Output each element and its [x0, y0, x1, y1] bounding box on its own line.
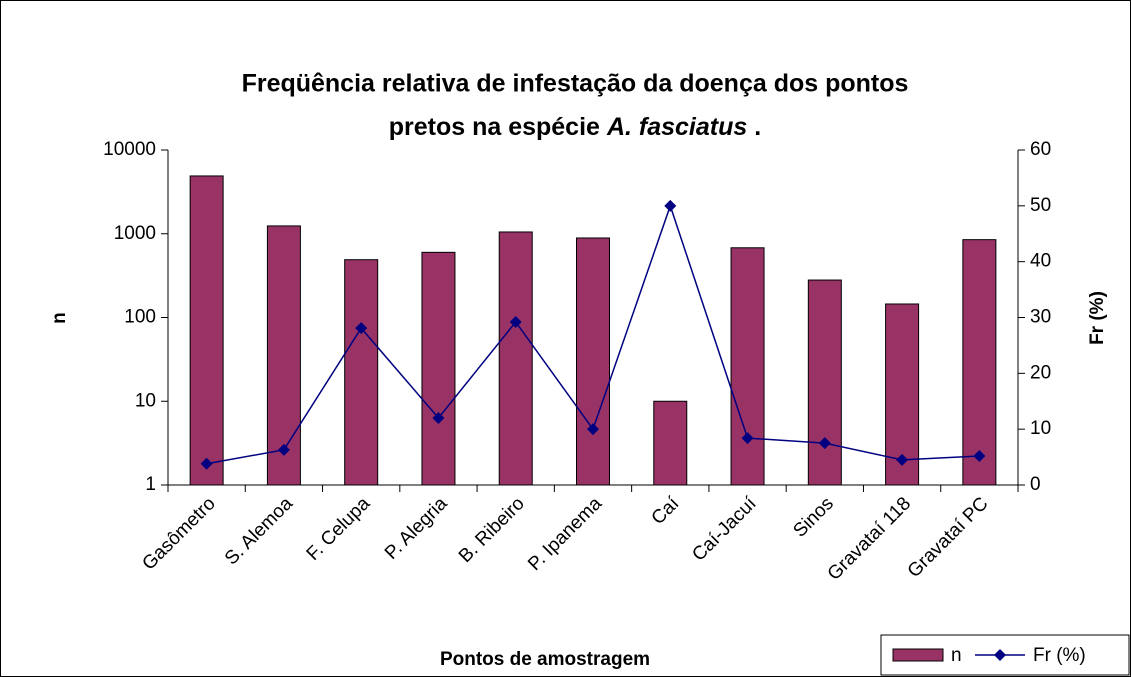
legend-marker — [994, 649, 1006, 661]
marker — [355, 322, 368, 335]
bar — [653, 400, 688, 486]
y2-tick-label: 60 — [1030, 139, 1051, 160]
y2-tick-label: 20 — [1030, 362, 1051, 383]
y-tick-label: 1 — [145, 474, 156, 495]
bar — [189, 175, 224, 486]
marker — [509, 315, 522, 328]
bar — [498, 231, 533, 486]
marker — [587, 423, 599, 436]
marker — [432, 412, 445, 424]
bar — [962, 239, 997, 486]
bar — [807, 279, 842, 486]
bar — [344, 259, 379, 486]
legend-label: Fr (%) — [1033, 645, 1086, 666]
legend-swatch — [892, 648, 944, 662]
bar — [266, 225, 301, 486]
marker — [741, 432, 754, 445]
marker — [896, 453, 909, 466]
marker — [973, 449, 986, 462]
marker — [664, 199, 677, 212]
x-axis-title: Pontos de amostragem — [440, 649, 650, 670]
bar — [421, 251, 456, 486]
y-tick-label: 10 — [135, 390, 156, 411]
bar — [730, 247, 765, 486]
title-part: . — [754, 113, 761, 141]
legend-label: n — [951, 645, 962, 666]
y-tick-label: 1000 — [114, 223, 156, 244]
chart-title: Freqüência relativa de infestação da doe… — [242, 70, 909, 98]
y-tick-label: 100 — [124, 307, 156, 328]
y2-axis-title: Fr (%) — [1087, 291, 1108, 345]
bar — [576, 237, 610, 486]
y-axis-title: n — [49, 312, 70, 324]
marker — [277, 443, 290, 456]
title-part: pretos na espécie — [389, 113, 600, 141]
y2-tick-label: 10 — [1030, 418, 1051, 439]
y2-tick-label: 0 — [1030, 474, 1041, 495]
y2-tick-label: 50 — [1030, 195, 1051, 216]
y-tick-label: 10000 — [103, 139, 156, 160]
marker — [200, 457, 213, 470]
marker — [818, 437, 831, 450]
y2-tick-label: 40 — [1030, 251, 1051, 272]
title-part: A. fasciatus — [606, 113, 747, 141]
chart-title: pretos na espécie A. fasciatus. — [389, 113, 762, 141]
y2-tick-label: 30 — [1030, 307, 1051, 328]
